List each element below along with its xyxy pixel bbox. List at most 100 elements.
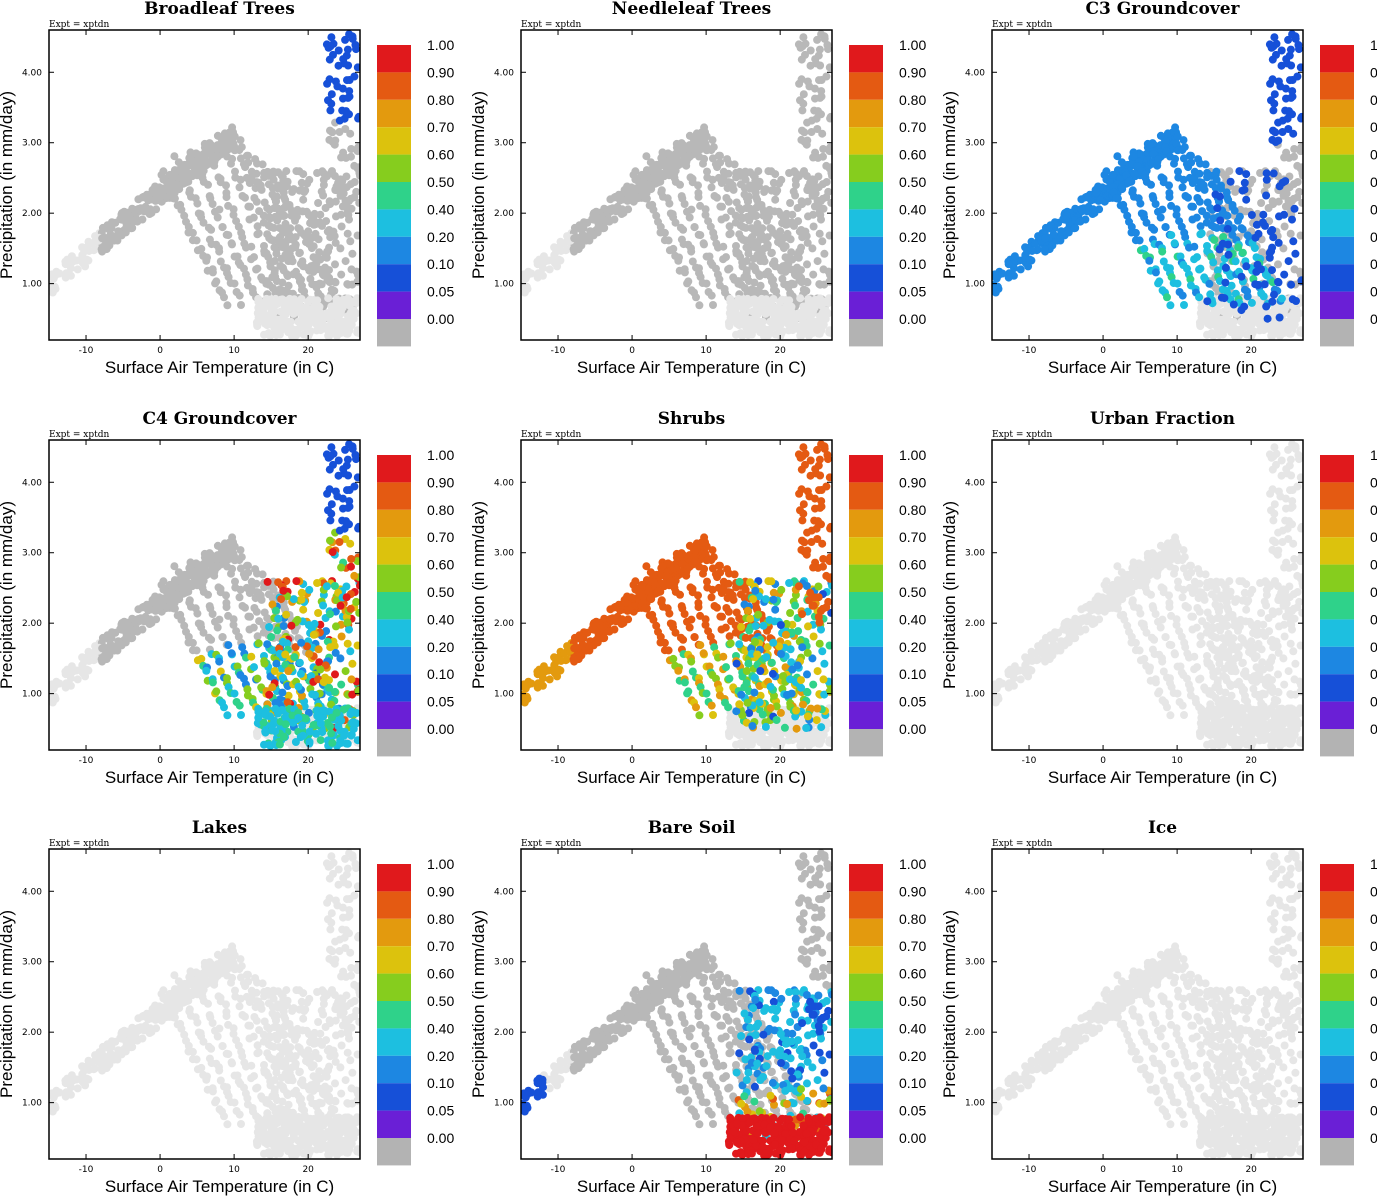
data-point bbox=[229, 549, 238, 558]
data-point bbox=[646, 158, 655, 167]
data-point bbox=[695, 301, 704, 310]
colorbar-label: 0.20 bbox=[899, 229, 926, 245]
data-point bbox=[313, 579, 322, 587]
colorbar-label: 0.40 bbox=[899, 201, 926, 217]
colorbar-swatch bbox=[377, 127, 411, 155]
data-point bbox=[687, 205, 696, 214]
data-point bbox=[729, 185, 738, 194]
data-point bbox=[291, 738, 300, 746]
data-point bbox=[342, 461, 351, 470]
x-tick-label: 0 bbox=[157, 756, 163, 766]
data-point bbox=[244, 568, 253, 577]
data-point bbox=[268, 600, 277, 609]
data-point bbox=[342, 51, 351, 60]
colorbar-swatch bbox=[377, 509, 411, 538]
data-point bbox=[1195, 169, 1204, 178]
data-point bbox=[1299, 171, 1303, 180]
data-point bbox=[322, 217, 331, 226]
data-point bbox=[252, 197, 261, 206]
data-point bbox=[347, 675, 356, 684]
data-point bbox=[1173, 132, 1182, 141]
data-point bbox=[699, 239, 708, 248]
colorbar-label: 0.80 bbox=[1370, 92, 1377, 108]
data-point bbox=[642, 152, 651, 161]
data-point bbox=[337, 563, 346, 572]
colorbar-label: 1.00 bbox=[427, 447, 454, 463]
data-point bbox=[827, 198, 832, 207]
data-point bbox=[250, 253, 258, 262]
data-point bbox=[1004, 260, 1013, 268]
data-point bbox=[1158, 247, 1167, 256]
colorbar-swatch bbox=[1320, 319, 1354, 347]
data-point bbox=[212, 687, 221, 696]
data-point bbox=[237, 143, 246, 152]
data-point bbox=[229, 615, 238, 624]
data-point bbox=[271, 606, 280, 615]
data-point bbox=[294, 714, 303, 722]
data-point bbox=[825, 63, 832, 72]
data-point bbox=[1296, 231, 1303, 240]
data-point bbox=[73, 675, 82, 684]
data-point bbox=[680, 268, 689, 277]
data-point bbox=[747, 330, 756, 339]
colorbar-label: 0.05 bbox=[427, 694, 454, 710]
data-point bbox=[348, 718, 357, 727]
data-point bbox=[1275, 313, 1284, 322]
data-point bbox=[1224, 310, 1233, 319]
data-point bbox=[211, 565, 220, 574]
data-point bbox=[332, 212, 340, 221]
data-point bbox=[342, 518, 351, 527]
data-point bbox=[222, 603, 231, 612]
data-point bbox=[279, 176, 288, 185]
data-point bbox=[258, 570, 267, 579]
data-point bbox=[604, 217, 613, 226]
data-point bbox=[1288, 295, 1297, 304]
data-point bbox=[334, 46, 343, 55]
data-point bbox=[819, 152, 827, 161]
data-point bbox=[1172, 205, 1181, 214]
data-point bbox=[790, 318, 799, 327]
data-point bbox=[753, 240, 762, 249]
data-point bbox=[1269, 126, 1277, 135]
colorbar-swatch bbox=[377, 99, 411, 128]
data-point bbox=[732, 249, 741, 258]
data-point bbox=[318, 318, 327, 327]
data-point bbox=[1289, 129, 1298, 138]
data-point bbox=[1294, 41, 1303, 49]
data-point bbox=[797, 55, 806, 64]
data-point bbox=[1254, 281, 1262, 289]
data-point bbox=[269, 175, 278, 184]
data-point bbox=[339, 705, 348, 714]
data-point bbox=[1102, 167, 1111, 176]
colorbar-swatch bbox=[849, 127, 883, 155]
data-point bbox=[346, 647, 355, 656]
colorbar-swatch bbox=[1320, 127, 1354, 155]
data-point bbox=[269, 585, 278, 594]
data-point bbox=[284, 691, 293, 700]
data-point bbox=[770, 321, 779, 330]
data-point bbox=[270, 257, 279, 265]
data-point bbox=[245, 589, 254, 597]
data-point bbox=[1231, 257, 1240, 266]
data-point bbox=[192, 646, 201, 655]
data-point bbox=[590, 215, 599, 224]
data-point bbox=[809, 153, 818, 162]
data-point bbox=[1205, 279, 1214, 288]
data-point bbox=[1044, 223, 1053, 232]
data-point bbox=[1113, 152, 1122, 161]
data-point bbox=[741, 223, 750, 232]
data-point bbox=[1267, 247, 1276, 256]
data-point bbox=[263, 577, 272, 586]
data-point bbox=[660, 228, 669, 237]
colorbar-label: 0.05 bbox=[899, 284, 926, 300]
data-point bbox=[1248, 327, 1257, 336]
data-point bbox=[641, 194, 650, 203]
data-point bbox=[1165, 193, 1174, 202]
data-point bbox=[332, 708, 341, 717]
data-point bbox=[742, 257, 751, 265]
data-point bbox=[749, 317, 758, 325]
data-point bbox=[815, 208, 824, 217]
data-point bbox=[1288, 325, 1297, 334]
data-point bbox=[1192, 213, 1201, 222]
data-point bbox=[1229, 323, 1238, 332]
